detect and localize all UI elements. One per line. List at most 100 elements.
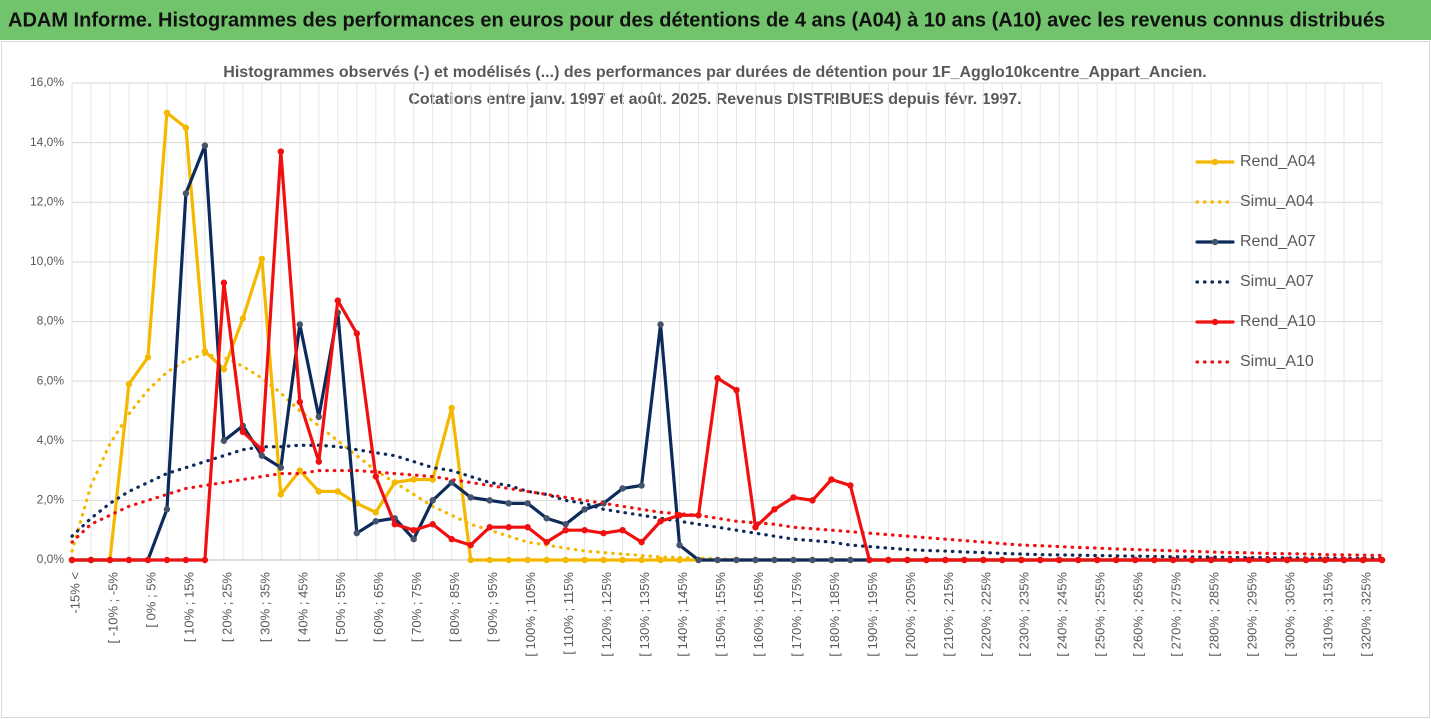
point bbox=[524, 500, 531, 507]
x-tick-label: [ 70% ; 75% bbox=[409, 572, 424, 643]
legend-label: Simu_A10 bbox=[1240, 353, 1314, 370]
point bbox=[676, 541, 683, 549]
legend-marker bbox=[1211, 318, 1219, 326]
point bbox=[163, 556, 171, 564]
point bbox=[923, 556, 930, 564]
x-tick-label: [ 250% ; 255% bbox=[1093, 572, 1108, 657]
point bbox=[182, 190, 190, 197]
point bbox=[638, 538, 645, 546]
point bbox=[543, 556, 550, 564]
x-tick-label: [ 200% ; 205% bbox=[903, 572, 918, 657]
point bbox=[619, 556, 626, 564]
point bbox=[1018, 556, 1025, 564]
point bbox=[315, 488, 323, 495]
y-tick-label: 12,0% bbox=[30, 194, 64, 208]
model-line bbox=[70, 443, 1384, 561]
point bbox=[619, 485, 626, 492]
point bbox=[543, 515, 550, 522]
point bbox=[353, 330, 360, 337]
point bbox=[106, 556, 114, 564]
point bbox=[258, 452, 266, 459]
point bbox=[562, 526, 569, 534]
x-tick-label: [ 60% ; 65% bbox=[371, 572, 386, 643]
x-tick-label: [ 40% ; 45% bbox=[295, 572, 310, 643]
point bbox=[410, 535, 417, 543]
point bbox=[562, 556, 569, 564]
x-tick-label: [ 220% ; 225% bbox=[979, 572, 994, 657]
x-tick-label: [ 140% ; 145% bbox=[675, 572, 690, 657]
legend-label: Simu_A04 bbox=[1240, 193, 1314, 210]
point bbox=[486, 497, 493, 504]
point bbox=[1359, 556, 1367, 564]
point bbox=[201, 348, 209, 355]
header-title: ADAM Informe. Histogrammes des performan… bbox=[8, 9, 1385, 31]
point bbox=[448, 535, 455, 543]
point bbox=[486, 524, 493, 531]
point bbox=[220, 366, 228, 373]
point bbox=[505, 500, 512, 507]
point bbox=[562, 521, 569, 528]
x-tick-label: [ -10% ; -5% bbox=[105, 572, 120, 644]
x-tick-label: [ 190% ; 195% bbox=[865, 572, 880, 657]
y-tick-label: 10,0% bbox=[30, 254, 64, 268]
point bbox=[182, 124, 190, 131]
y-tick-label: 16,0% bbox=[30, 75, 64, 89]
x-tick-label: [ 260% ; 265% bbox=[1131, 572, 1146, 657]
point bbox=[68, 556, 76, 564]
point bbox=[1037, 556, 1044, 564]
point bbox=[600, 529, 607, 537]
point bbox=[315, 413, 323, 421]
point bbox=[581, 506, 588, 513]
point bbox=[1302, 556, 1310, 564]
point bbox=[1321, 556, 1329, 564]
point bbox=[828, 476, 835, 483]
x-tick-label: [ 80% ; 85% bbox=[447, 572, 462, 643]
point bbox=[942, 556, 949, 564]
x-tick-label: [ 230% ; 235% bbox=[1017, 572, 1032, 657]
y-tick-label: 2,0% bbox=[37, 493, 65, 507]
point bbox=[581, 556, 588, 564]
chart-border bbox=[1, 41, 1430, 718]
point bbox=[1188, 556, 1196, 564]
point bbox=[144, 556, 152, 564]
legend-marker bbox=[1211, 238, 1219, 246]
point bbox=[429, 497, 436, 504]
x-tick-label: [ 160% ; 165% bbox=[751, 572, 766, 657]
point bbox=[790, 556, 797, 564]
point bbox=[467, 494, 474, 501]
x-tick-label: -15% < bbox=[67, 572, 82, 614]
point bbox=[524, 524, 531, 531]
point bbox=[1094, 556, 1101, 564]
point bbox=[505, 556, 512, 564]
point bbox=[1207, 556, 1215, 564]
point bbox=[239, 428, 247, 436]
point bbox=[296, 321, 304, 328]
point bbox=[334, 297, 341, 304]
point bbox=[505, 524, 512, 531]
x-tick-label: [ 110% ; 115% bbox=[561, 572, 576, 655]
point bbox=[695, 556, 702, 564]
y-tick-label: 8,0% bbox=[37, 314, 65, 328]
x-tick-label: [ 310% ; 315% bbox=[1320, 572, 1335, 657]
legend-label: Rend_A10 bbox=[1240, 313, 1316, 330]
x-tick-label: [ 120% ; 125% bbox=[599, 572, 614, 657]
point bbox=[1150, 556, 1158, 564]
y-tick-label: 6,0% bbox=[37, 373, 65, 387]
point bbox=[524, 556, 531, 564]
point bbox=[1131, 556, 1139, 564]
point bbox=[410, 476, 417, 483]
x-tick-label: [ 320% ; 325% bbox=[1358, 572, 1373, 657]
point bbox=[809, 497, 816, 504]
point bbox=[201, 556, 209, 564]
x-tick-label: [ 20% ; 25% bbox=[219, 572, 234, 643]
point bbox=[258, 446, 266, 453]
point bbox=[372, 509, 379, 516]
point bbox=[752, 524, 759, 531]
point bbox=[1075, 556, 1082, 564]
point bbox=[486, 556, 493, 564]
point bbox=[277, 464, 285, 471]
model-line bbox=[70, 468, 1384, 558]
point bbox=[771, 556, 778, 564]
point bbox=[315, 458, 323, 465]
